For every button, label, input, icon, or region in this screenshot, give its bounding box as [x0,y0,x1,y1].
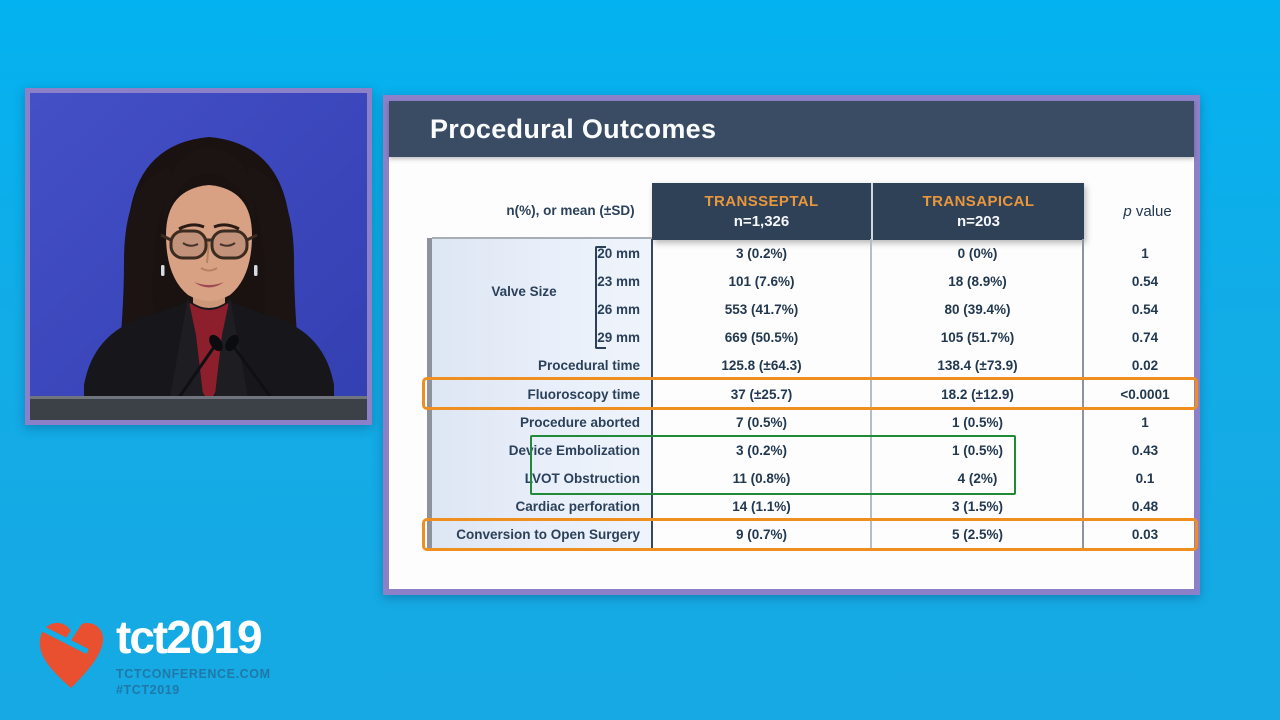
table-cell-p: <0.0001 [1120,386,1170,402]
table-cell-label: Cardiac perforation [515,499,640,515]
table-top-edge [432,237,652,239]
table-left-edge [427,238,432,550]
table-cell-ts: 9 (0.7%) [735,527,788,543]
logo-hashtag: #TCT2019 [116,682,180,697]
logo-url: TCTCONFERENCE.COM [116,666,271,681]
speaker-illustration [30,93,367,420]
table-cell-ta: 1 (0.5%) [951,414,1004,430]
table-row: Cardiac perforation 14 (1.1%) 3 (1.5%) 0.48 [432,493,1206,521]
table-cell-ts: 7 (0.5%) [735,414,788,430]
tct2019-logo: tct2019 TCTCONFERENCE.COM #TCT2019 [36,611,271,699]
valve-size-bracket [595,246,606,349]
table-cell-p: 0.54 [1131,301,1159,317]
table-row: LVOT Obstruction 11 (0.8%) 4 (2%) 0.1 [432,465,1206,493]
table-body: 20 mm 3 (0.2%) 0 (0%) 1 23 mm 101 (7.6%) 18 (8… [432,239,1206,549]
table-cell-label: Fluoroscopy time [527,386,640,402]
highlight-box-fluoroscopy [422,377,1198,410]
highlight-box-embolization-lvot [530,435,1016,495]
table-cell-ta: 5 (2.5%) [951,527,1004,543]
column-header-transseptal: TRANSSEPTAL n=1,326 [652,183,873,240]
valve-size-group-label: Valve Size [491,284,557,299]
table-cell-label: Device Embolization [508,442,640,458]
table-row: 29 mm 669 (50.5%) 105 (51.7%) 0.74 [432,324,1206,352]
table-cell-ts: 11 (0.8%) [732,471,791,487]
table-row: 20 mm 3 (0.2%) 0 (0%) 1 [432,239,1206,267]
table-cell-p: 0.48 [1131,499,1159,515]
table-cell-p: 1 [1141,414,1149,430]
table-cell-ta: 138.4 (±73.9) [937,358,1018,374]
table-cell-ta: 18.2 (±12.9) [941,386,1014,402]
table-row: Device Embolization 3 (0.2%) 1 (0.5%) 0.43 [432,436,1206,464]
highlight-box-conversion [422,518,1198,551]
table-cell-ta: 1 (0.5%) [951,442,1004,458]
table-cell-ta: 80 (39.4%) [944,301,1011,317]
table-cell-ts: 14 (1.1%) [732,499,791,515]
table-cell-label: Procedural time [537,358,640,374]
logo-wordmark: tct2019 [116,611,263,663]
table-row: 23 mm 101 (7.6%) 18 (8.9%) 0.54 [432,267,1206,295]
table-cell-label: LVOT Obstruction [524,471,640,487]
table-cell-ta: 18 (8.9%) [948,273,1007,289]
table-cell-label: 23 mm [597,273,640,289]
table-cell-p: 0.43 [1131,442,1159,458]
table-cell-ts: 669 (50.5%) [724,330,799,346]
table-cell-p: 0.1 [1135,471,1155,487]
table-cell-ts: 125.8 (±64.3) [721,358,802,374]
table-cell-ts: 101 (7.6%) [728,273,795,289]
table-cell-ts: 37 (±25.7) [730,386,793,402]
table-divider-right [1082,239,1084,549]
table-cell-label: 29 mm [597,330,640,346]
label-column-background [432,239,652,549]
table-cell-ta: 4 (2%) [957,471,998,487]
table-cell-label: Conversion to Open Surgery [456,527,640,543]
table-cell-p: 0.03 [1131,527,1159,543]
table-row: Procedure aborted 7 (0.5%) 1 (0.5%) 1 [432,408,1206,436]
measure-unit-label: n(%), or mean (±SD) [506,203,635,218]
column-header-transapical: TRANSAPICAL n=203 [873,183,1084,240]
table-cell-p: 0.74 [1131,330,1159,346]
table-cell-p: 1 [1141,245,1149,261]
table-column-headers: TRANSSEPTAL n=1,326 TRANSAPICAL n=203 [652,183,1084,240]
table-row: Conversion to Open Surgery 9 (0.7%) 5 (2.5… [432,521,1206,549]
slide-title: Procedural Outcomes [430,113,717,144]
table-row: Procedural time 125.8 (±64.3) 138.4 (±73.9… [432,352,1206,380]
table-cell-label: 26 mm [597,301,640,317]
logo-subtext: TCTCONFERENCE.COM #TCT2019 [116,666,271,699]
table-cell-ts: 3 (0.2%) [735,442,788,458]
table-divider-mid [870,239,872,549]
table-cell-p: 0.02 [1131,358,1159,374]
heart-logo-icon [36,617,104,688]
slide-header-band: Procedural Outcomes [389,101,1194,157]
presentation-slide: Procedural Outcomes n(%), or mean (±SD) … [383,95,1200,595]
table-cell-p: 0.54 [1131,273,1159,289]
speaker-video-panel [25,88,372,425]
column-header-pvalue: p value [1123,203,1172,220]
table-cell-ts: 3 (0.2%) [735,245,788,261]
table-cell-ts: 553 (41.7%) [724,301,799,317]
table-cell-ta: 0 (0%) [957,245,998,261]
table-cell-ta: 105 (51.7%) [940,330,1015,346]
table-divider-labels [651,239,653,549]
table-row: 26 mm 553 (41.7%) 80 (39.4%) 0.54 [432,295,1206,323]
table-cell-ta: 3 (1.5%) [951,499,1004,515]
table-cell-label: 20 mm [597,245,640,261]
table-cell-label: Procedure aborted [519,414,640,430]
table-row: Fluoroscopy time 37 (±25.7) 18.2 (±12.9) <0… [432,380,1206,408]
